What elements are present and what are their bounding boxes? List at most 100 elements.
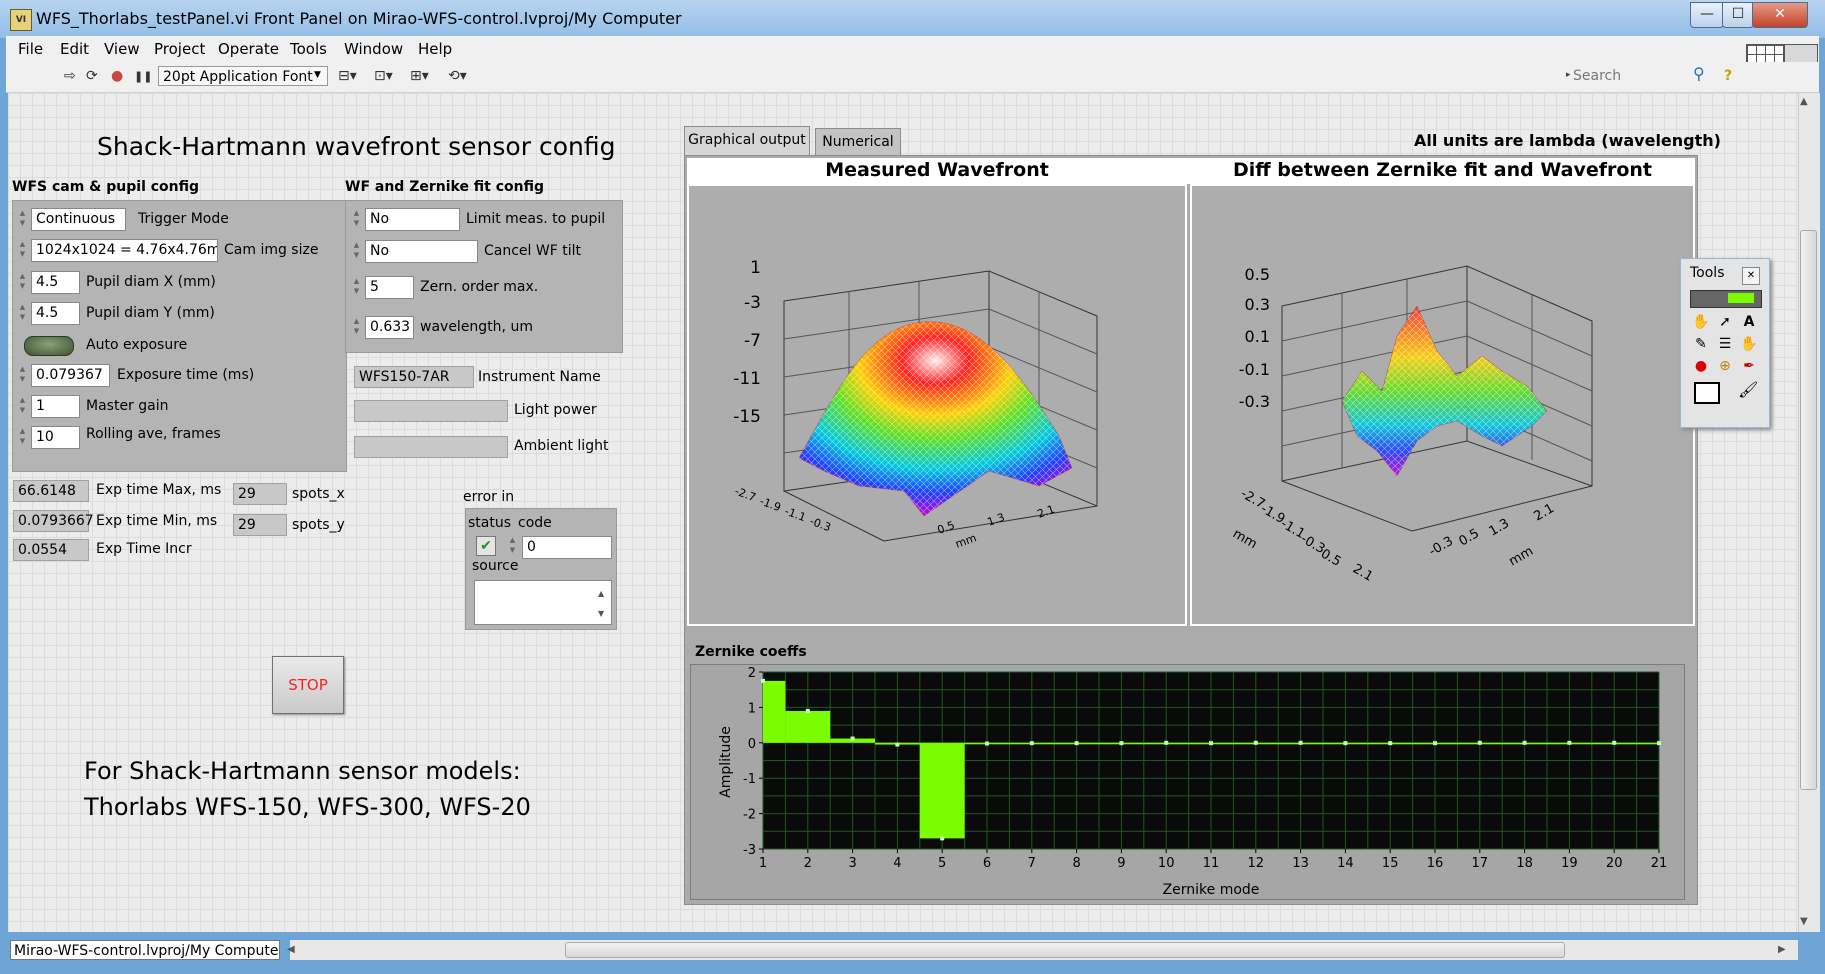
zernike-bar (919, 742, 965, 839)
zernike-chart[interactable]: 210-1-2-3 1 2 3 4 5 6 7 8 9 10 11 12 13 14 15 16 17 18 19 2… (690, 664, 1685, 900)
master-gain-field[interactable]: 1 (31, 395, 80, 418)
rolling-ave-spinner[interactable]: ▲ ▼ (19, 427, 26, 445)
stop-button[interactable]: STOP (272, 656, 344, 714)
source-field[interactable] (474, 580, 612, 625)
x-tick-label: 17 (1472, 856, 1489, 871)
exposure-time-spinner[interactable]: ▲ ▼ (19, 365, 26, 383)
reorder-icon[interactable]: ⟲▾ (448, 68, 467, 84)
abort-icon[interactable]: ● (111, 68, 124, 84)
cam-img-size-label: Cam img size (224, 242, 319, 258)
menu-tools[interactable]: Tools (290, 40, 327, 58)
set-color-icon[interactable] (1694, 382, 1720, 404)
cam-img-size-select[interactable]: 1024x1024 = 4.76x4.76mm (31, 239, 218, 262)
close-button[interactable]: ✕ (1752, 2, 1808, 28)
menu-edit[interactable]: Edit (60, 40, 90, 58)
zern-order-spinner[interactable]: ▲ ▼ (353, 277, 360, 295)
position-select-icon[interactable]: ➚ (1719, 314, 1731, 330)
resize-objects-icon[interactable]: ⊞▾ (410, 68, 429, 84)
measured-wavefront-plot[interactable]: 1 -3 -7 -11 -15 -2.7 -1.9 -1.1 -0.3 0.5 … (687, 184, 1187, 626)
limit-pupil-select[interactable]: No (365, 208, 460, 231)
status-checkbox[interactable]: ✔ (476, 536, 496, 556)
zern-order-field[interactable]: 5 (365, 276, 414, 299)
menu-view[interactable]: View (104, 40, 140, 58)
scroll-left-arrow-icon[interactable]: ◀ (287, 944, 295, 955)
menu-file[interactable]: File (18, 40, 44, 58)
source-scroll-arrows-icon[interactable]: ▲ ▼ (598, 589, 605, 618)
x-tick-label: -1.1 (783, 505, 808, 525)
trigger-mode-spinner[interactable]: ▲ ▼ (19, 209, 26, 227)
plot-title-bar (687, 158, 1695, 184)
operate-value-icon[interactable]: ✋ (1692, 314, 1710, 330)
master-gain-spinner[interactable]: ▲ ▼ (19, 396, 26, 414)
auto-exposure-toggle[interactable] (24, 336, 74, 356)
wavelength-spinner[interactable]: ▲ ▼ (353, 317, 360, 335)
help-icon[interactable]: ? (1724, 68, 1733, 84)
x-tick-label: 13 (1292, 856, 1309, 871)
pupil-x-field[interactable]: 4.5 (31, 271, 80, 294)
tools-close-icon[interactable]: ✕ (1742, 267, 1760, 285)
probe-icon[interactable]: ⊕ (1719, 358, 1731, 374)
search-icon[interactable]: ⚲ (1693, 64, 1705, 83)
font-select[interactable]: 20pt Application Font (158, 66, 328, 86)
scroll-down-arrow-icon[interactable]: ▼ (1800, 916, 1808, 927)
code-spinner[interactable]: ▲ ▼ (509, 536, 516, 554)
zernike-bar (785, 710, 831, 743)
shortcut-menu-icon[interactable]: ☰ (1718, 336, 1732, 352)
zernike-point (1164, 740, 1169, 745)
zernike-diff-svg: 0.5 0.3 0.1 -0.1 -0.3 -2.7 -1.9 -1.1 -0.… (1230, 265, 1593, 585)
zernike-point (940, 836, 945, 841)
menu-window[interactable]: Window (344, 40, 404, 58)
search-input[interactable]: Search (1573, 68, 1622, 84)
search-options-icon[interactable]: ▸ (1566, 70, 1571, 80)
wf-config-header: WF and Zernike fit config (345, 179, 545, 195)
tab-numerical[interactable]: Numerical (815, 128, 901, 156)
zernike-point (1388, 741, 1393, 746)
distribute-objects-icon[interactable]: ⊡▾ (374, 68, 393, 84)
zernike-bar (763, 680, 786, 743)
window-title: WFS_Thorlabs_testPanel.vi Front Panel on… (36, 9, 682, 28)
limit-pupil-spinner[interactable]: ▲ ▼ (353, 209, 360, 227)
zernike-diff-plot[interactable]: 0.5 0.3 0.1 -0.1 -0.3 -2.7 -1.9 -1.1 -0.… (1190, 184, 1695, 626)
exposure-time-field[interactable]: 0.079367 (31, 364, 110, 387)
y-tick-label: 2.1 (1036, 503, 1057, 521)
breakpoint-icon[interactable]: ● (1694, 358, 1708, 374)
align-objects-icon[interactable]: ⊟▾ (338, 68, 357, 84)
zernike-point (1253, 740, 1258, 745)
scroll-window-icon[interactable]: ✋ (1740, 336, 1758, 352)
horizontal-scroll-thumb[interactable] (565, 942, 1565, 958)
vertical-scroll-thumb[interactable] (1800, 230, 1817, 790)
pause-icon[interactable]: ❚❚ (134, 70, 153, 83)
auto-exposure-label: Auto exposure (86, 337, 188, 353)
maximize-button[interactable]: ☐ (1722, 2, 1754, 28)
cancel-tilt-spinner[interactable]: ▲ ▼ (353, 241, 360, 259)
pupil-x-spinner[interactable]: ▲ ▼ (19, 272, 26, 290)
minimize-button[interactable]: — (1690, 2, 1724, 28)
trigger-mode-select[interactable]: Continuous (31, 208, 126, 231)
connect-wire-icon[interactable]: ✎ (1695, 336, 1707, 352)
cam-img-size-spinner[interactable]: ▲ ▼ (19, 240, 26, 258)
y-tick-label: 2.1 (1532, 501, 1557, 524)
z-tick-label: 0.1 (1245, 327, 1270, 346)
menu-help[interactable]: Help (418, 40, 453, 58)
edit-text-icon[interactable]: A (1743, 314, 1755, 330)
x-tick-label: 10 (1158, 856, 1175, 871)
pupil-y-spinner[interactable]: ▲ ▼ (19, 303, 26, 321)
run-continuously-icon[interactable]: ⟳ (86, 68, 98, 84)
get-color-icon[interactable]: ✒ (1743, 358, 1755, 374)
scroll-right-arrow-icon[interactable]: ▶ (1778, 944, 1786, 955)
rolling-ave-field[interactable]: 10 (31, 426, 80, 449)
y-tick-label: -1 (743, 772, 756, 787)
tab-graphical-output[interactable]: Graphical output (684, 126, 810, 156)
menu-operate[interactable]: Operate (218, 40, 280, 58)
wavelength-field[interactable]: 0.633 (365, 316, 414, 339)
footer-line-1: For Shack-Hartmann sensor models: (84, 757, 521, 785)
color-brush-icon[interactable]: 🖌 (1738, 380, 1759, 399)
scroll-up-arrow-icon[interactable]: ▲ (1800, 96, 1808, 107)
pupil-y-field[interactable]: 4.5 (31, 302, 80, 325)
menu-project[interactable]: Project (154, 40, 206, 58)
cancel-tilt-select[interactable]: No (365, 240, 478, 263)
run-icon[interactable]: ⇨ (64, 68, 76, 84)
x-tick-label: 2 (804, 856, 812, 871)
code-field[interactable]: 0 (522, 536, 612, 559)
exp-min-indicator: 0.0793667 (13, 510, 94, 532)
